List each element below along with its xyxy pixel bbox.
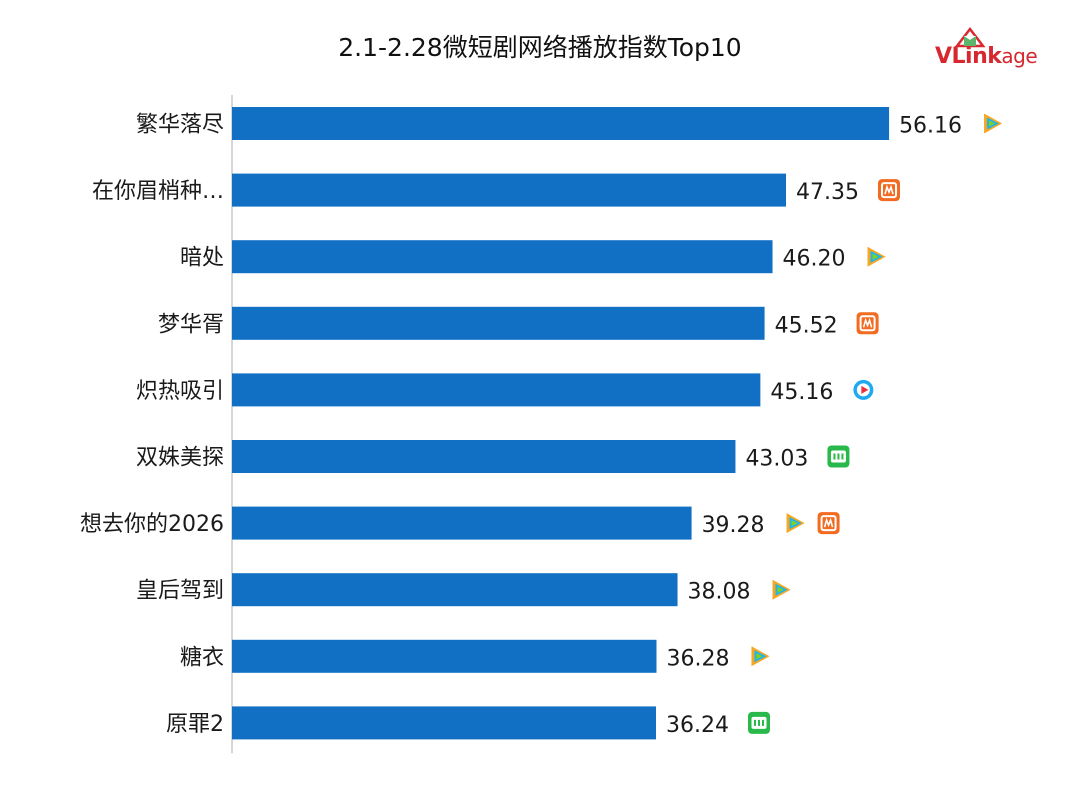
bar-row: 在你眉梢种… 47.35 — [92, 173, 900, 207]
bar — [232, 306, 765, 340]
value-label: 45.52 — [775, 313, 838, 338]
bar — [232, 173, 786, 207]
youku-icon — [853, 379, 874, 400]
value-label: 47.35 — [796, 180, 859, 205]
tencent-video-icon — [984, 113, 1003, 134]
bar — [232, 506, 692, 540]
value-label: 45.16 — [770, 380, 833, 405]
logo-text-link: Link — [951, 44, 1002, 69]
bar — [232, 373, 761, 407]
bar-row: 想去你的2026 39.28 — [80, 506, 840, 540]
logo-wordmark: VLinkage — [935, 44, 1038, 69]
mango-tv-icon — [877, 179, 900, 202]
bar — [232, 639, 657, 673]
category-label: 原罪2 — [166, 712, 224, 737]
value-label: 38.08 — [688, 580, 751, 605]
logo-text-v: V — [935, 44, 952, 69]
value-label: 36.28 — [666, 646, 729, 671]
value-label: 36.24 — [666, 713, 729, 738]
bar-row: 炽热吸引 45.16 — [136, 373, 874, 407]
category-label: 糖衣 — [180, 645, 224, 670]
mango-tv-icon — [817, 512, 840, 535]
tencent-video-icon — [867, 246, 886, 267]
bar-row: 暗处 46.20 — [180, 240, 886, 274]
value-label: 39.28 — [702, 513, 765, 538]
value-label: 43.03 — [745, 447, 808, 472]
iqiyi-icon — [827, 445, 850, 468]
category-label: 炽热吸引 — [136, 379, 224, 404]
category-label: 想去你的2026 — [80, 512, 224, 537]
bar-row: 皇后驾到 38.08 — [136, 573, 791, 607]
bar-row: 糖衣 36.28 — [180, 639, 770, 673]
logo-text-age: age — [1001, 44, 1038, 68]
value-label: 46.20 — [783, 247, 846, 272]
bar — [232, 440, 736, 473]
tencent-video-icon — [772, 579, 791, 600]
category-label: 皇后驾到 — [136, 579, 224, 604]
mango-tv-icon — [856, 312, 879, 335]
vlinkage-logo: VLinkage — [935, 26, 1045, 76]
category-label: 梦华胥 — [158, 312, 224, 337]
bar — [232, 573, 678, 607]
bar-row: 繁华落尽 56.16 — [136, 107, 1003, 140]
iqiyi-icon — [748, 711, 771, 734]
house-logo-icon — [954, 26, 986, 48]
category-label: 双姝美探 — [136, 446, 224, 471]
bar — [232, 240, 773, 274]
bar — [232, 107, 890, 140]
tencent-video-icon — [786, 513, 805, 534]
category-label: 在你眉梢种… — [92, 179, 224, 204]
bar-row: 双姝美探 43.03 — [136, 440, 850, 473]
tencent-video-icon — [751, 646, 770, 667]
bar — [232, 706, 657, 740]
value-label: 56.16 — [899, 114, 962, 139]
bar-row: 原罪2 36.24 — [166, 706, 771, 740]
chart-title: 2.1-2.28微短剧网络播放指数Top10 — [338, 33, 742, 62]
category-label: 暗处 — [180, 246, 224, 271]
bar-row: 梦华胥 45.52 — [158, 306, 879, 340]
category-label: 繁华落尽 — [136, 113, 224, 138]
